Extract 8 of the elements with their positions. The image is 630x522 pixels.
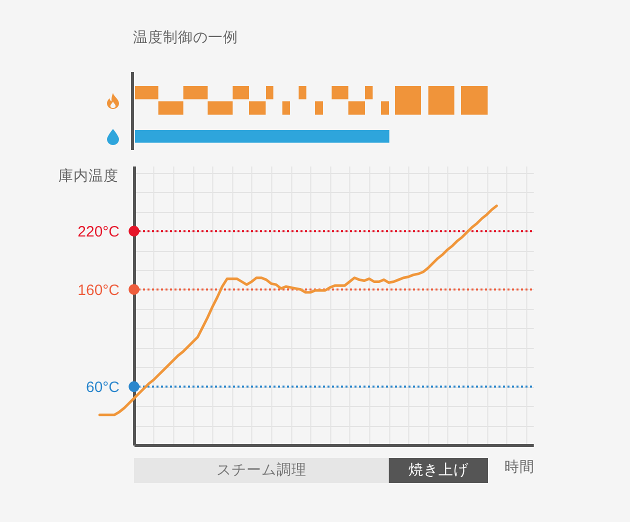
y-tick-label: 60°C bbox=[86, 379, 120, 396]
text: 温度制御の一例 bbox=[133, 30, 238, 47]
series-label: スチーム調理 bbox=[216, 462, 306, 478]
y-tick-label: 160°C bbox=[78, 282, 120, 299]
y-axis-title: 庫内温度 bbox=[58, 168, 118, 184]
series-label: 焼き上げ bbox=[408, 462, 470, 478]
x-axis-title: 時間 bbox=[504, 458, 534, 476]
y-tick-label: 220°C bbox=[78, 224, 120, 241]
